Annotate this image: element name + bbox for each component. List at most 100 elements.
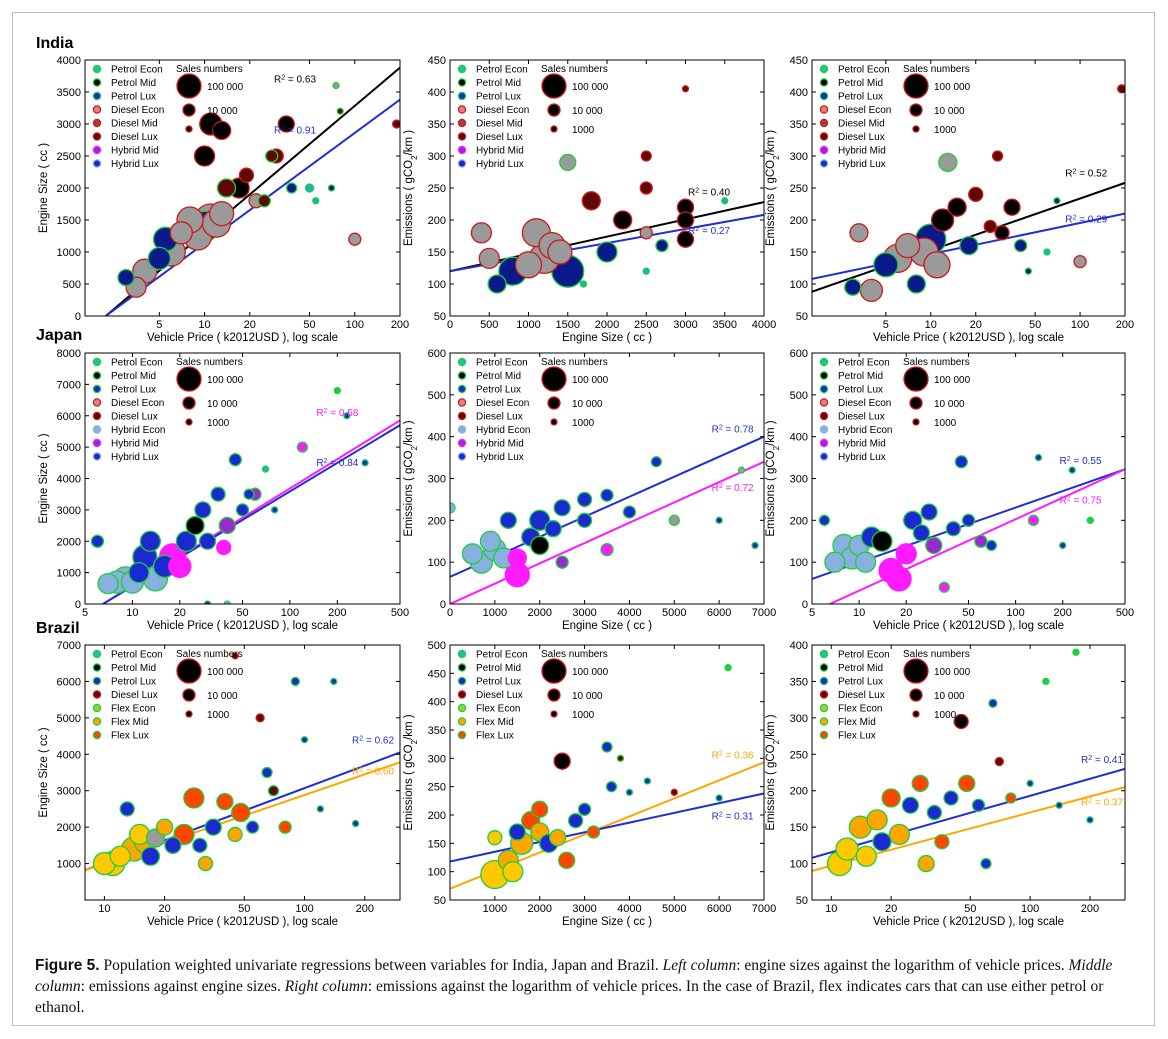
legend-marker <box>457 663 467 672</box>
size-legend-marker <box>909 396 923 410</box>
data-point <box>559 153 577 172</box>
chart-legend: Petrol Econ Petrol Mid Petrol Lux Diesel Ec… <box>819 64 971 170</box>
legend-label: Diesel Econ <box>476 398 529 409</box>
legend-label: Diesel Mid <box>838 119 885 130</box>
data-point <box>911 774 929 793</box>
legend-label: Diesel Mid <box>111 119 158 130</box>
size-legend-label: 1000 <box>207 125 230 136</box>
y-tick-label: 1000 <box>57 568 81 580</box>
size-legend-label: 100 000 <box>572 82 609 93</box>
data-point <box>958 774 976 793</box>
y-tick-label: 2500 <box>57 151 81 163</box>
data-point <box>218 516 236 535</box>
y-tick-label: 100 <box>790 279 808 291</box>
legend-label: Diesel Lux <box>476 132 523 143</box>
y-tick-label: 4000 <box>57 749 81 761</box>
y-tick-label: 200 <box>428 810 446 822</box>
x-tick-label: 0 <box>447 607 453 619</box>
r-squared-value: = 0.37 <box>1092 797 1123 808</box>
caption-text-4: : emissions against the logarithm of veh… <box>35 978 1104 1016</box>
legend-label: Petrol Lux <box>111 92 156 103</box>
legend-marker <box>457 159 467 168</box>
r-squared-label: R2 = 0.36 <box>712 750 754 762</box>
data-point <box>169 221 193 245</box>
regression-line <box>450 460 764 604</box>
y-axis-label-part: Emissions ( gCO <box>403 744 415 830</box>
x-tick-label: 50 <box>962 607 974 619</box>
y-tick-label: 0 <box>802 599 808 611</box>
data-point <box>844 278 862 296</box>
legend-marker <box>819 398 829 407</box>
data-point <box>901 796 920 814</box>
legend-marker <box>92 64 102 74</box>
legend-marker <box>819 425 829 434</box>
size-legend-marker <box>176 73 202 99</box>
legend-label: Petrol Mid <box>838 663 883 674</box>
x-axis-label: Vehicle Price ( k2012USD ), log scale <box>873 332 1064 344</box>
y-tick-label: 300 <box>790 151 808 163</box>
data-points <box>450 456 759 588</box>
size-legend-label: 1000 <box>207 418 230 429</box>
y-tick-label: 200 <box>790 515 808 527</box>
y-tick-label: 300 <box>790 713 808 725</box>
legend-marker <box>457 118 467 128</box>
legend-label: Flex Econ <box>111 704 155 715</box>
data-point <box>751 541 759 550</box>
data-point <box>655 238 669 253</box>
legend-label: Petrol Mid <box>476 663 521 674</box>
y-tick-label: 100 <box>790 859 808 871</box>
x-axis-label: Vehicle Price ( k2012USD ), log scale <box>873 620 1064 632</box>
r-squared-symbol: R <box>1081 755 1088 766</box>
data-point <box>333 386 341 395</box>
data-point <box>487 830 503 846</box>
legend-marker <box>457 371 467 380</box>
y-tick-label: 600 <box>428 348 446 360</box>
y-tick-label: 100 <box>428 279 446 291</box>
size-legend-marker <box>903 658 929 684</box>
legend-marker <box>92 649 102 659</box>
r-squared-value: = 0.84 <box>327 458 358 469</box>
data-point <box>1053 197 1061 205</box>
r-squared-exponent: 2 <box>719 483 723 490</box>
x-tick-label: 5000 <box>662 607 686 619</box>
size-legend-label: 100 000 <box>572 667 609 678</box>
data-point <box>210 486 226 502</box>
y-tick-label: 2000 <box>57 183 81 195</box>
r-squared-label: R2 = 0.52 <box>1065 168 1107 180</box>
data-point <box>216 178 237 198</box>
r-squared-label: R2 = 0.40 <box>688 187 730 199</box>
y-tick-label: 500 <box>790 390 808 402</box>
y-tick-label: 150 <box>428 838 446 850</box>
legend-marker <box>819 438 829 448</box>
data-point <box>228 453 242 467</box>
r-squared-exponent: 2 <box>719 750 723 757</box>
data-point <box>991 150 1004 162</box>
data-point <box>296 441 309 453</box>
data-point <box>119 801 135 817</box>
x-tick-label: 7000 <box>752 607 776 619</box>
y-tick-label: 50 <box>434 311 446 323</box>
data-point <box>622 505 637 519</box>
size-legend-marker <box>541 658 567 684</box>
r-squared-label: R2 = 0.29 <box>1065 214 1107 226</box>
data-point <box>238 167 255 183</box>
data-point <box>330 677 338 686</box>
x-tick-label: 1000 <box>516 319 540 331</box>
data-point <box>332 81 340 90</box>
x-tick-label: 10 <box>925 319 937 331</box>
data-point <box>835 837 859 861</box>
data-points <box>826 648 1094 877</box>
x-tick-label: 20 <box>900 607 912 619</box>
data-point <box>235 503 250 517</box>
data-point <box>487 274 507 294</box>
row-title-india: India <box>36 35 74 52</box>
data-point <box>642 267 650 275</box>
chart-legend: Petrol Econ Petrol Mid Petrol Lux Diesel Lu… <box>457 649 609 742</box>
legend-label: Diesel Econ <box>111 105 164 116</box>
data-point <box>668 514 680 526</box>
data-point <box>881 788 901 808</box>
data-point <box>231 652 239 660</box>
data-point <box>243 488 255 500</box>
